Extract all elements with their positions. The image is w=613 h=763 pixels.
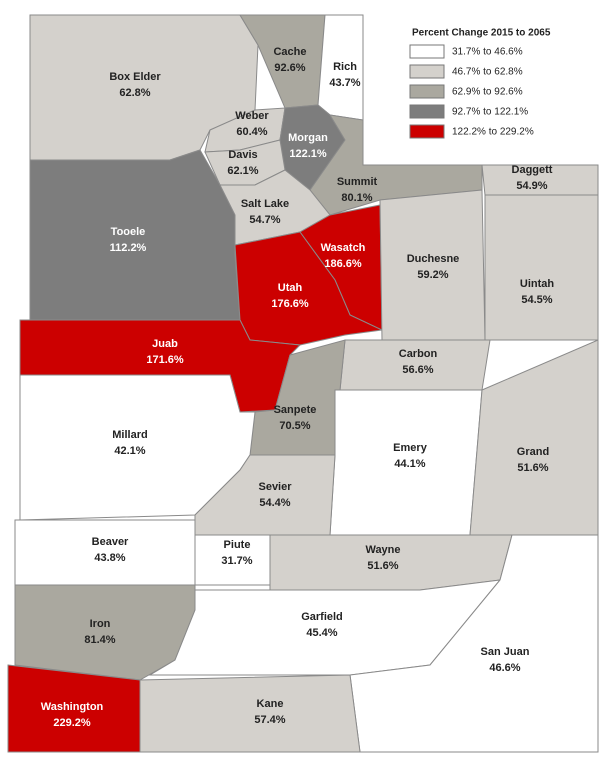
county-name: Summit	[337, 176, 378, 188]
county-value: 59.2%	[417, 269, 448, 281]
county-name: Cache	[273, 46, 306, 58]
legend-swatch	[409, 124, 445, 139]
county-value: 81.4%	[84, 634, 115, 646]
county-name: Box Elder	[109, 71, 161, 83]
county-name: Carbon	[399, 348, 438, 360]
county-value: 54.7%	[249, 214, 280, 226]
county-value: 54.4%	[259, 497, 290, 509]
county-value: 229.2%	[53, 717, 91, 729]
county-name: Piute	[224, 539, 251, 551]
county-value: 46.6%	[489, 662, 520, 674]
county-name: Kane	[257, 698, 284, 710]
county-value: 43.8%	[94, 552, 125, 564]
county-shape	[484, 194, 599, 341]
county-value: 176.6%	[271, 298, 309, 310]
county-name: Iron	[90, 618, 111, 630]
county-shape	[469, 339, 599, 536]
legend-label: 31.7% to 46.6%	[452, 47, 523, 58]
county-name: Sanpete	[274, 404, 317, 416]
county-name: Beaver	[92, 536, 129, 548]
county-value: 45.4%	[306, 627, 337, 639]
county-value: 54.9%	[516, 180, 547, 192]
county-name: San Juan	[481, 646, 530, 658]
county-name: Washington	[41, 701, 104, 713]
county-name: Millard	[112, 429, 147, 441]
legend-label: 92.7% to 122.1%	[452, 107, 528, 118]
county-name: Garfield	[301, 611, 343, 623]
county-name: Utah	[278, 282, 303, 294]
county-name: Wasatch	[321, 242, 366, 254]
county-name: Duchesne	[407, 253, 460, 265]
county-value: 51.6%	[367, 560, 398, 572]
county-value: 43.7%	[329, 77, 360, 89]
county-name: Uintah	[520, 278, 555, 290]
county-name: Tooele	[111, 226, 146, 238]
county-name: Morgan	[288, 132, 328, 144]
county-name: Davis	[228, 149, 257, 161]
county-value: 62.1%	[227, 165, 258, 177]
county-value: 62.8%	[119, 87, 150, 99]
legend-label: 46.7% to 62.8%	[452, 67, 523, 78]
legend-swatch	[409, 44, 445, 59]
legend-title: Percent Change 2015 to 2065	[412, 28, 551, 39]
county-value: 186.6%	[324, 258, 362, 270]
county-shape	[139, 674, 361, 753]
legend-swatch	[409, 64, 445, 79]
county-value: 56.6%	[402, 364, 433, 376]
county-value: 42.1%	[114, 445, 145, 457]
legend-label: 62.9% to 92.6%	[452, 87, 523, 98]
county-value: 112.2%	[110, 242, 147, 254]
county-name: Salt Lake	[241, 198, 289, 210]
county-name: Weber	[235, 110, 269, 122]
county-value: 31.7%	[221, 555, 252, 567]
county-name: Emery	[393, 442, 428, 454]
county-value: 51.6%	[517, 462, 548, 474]
county-value: 122.1%	[289, 148, 327, 160]
county-name: Wayne	[365, 544, 400, 556]
county-shape	[309, 114, 483, 216]
county-name: Rich	[333, 61, 357, 73]
county-name: Daggett	[512, 164, 553, 176]
county-name: Sevier	[258, 481, 292, 493]
legend-swatch	[409, 104, 445, 119]
county-value: 57.4%	[254, 714, 285, 726]
county-value: 60.4%	[236, 126, 267, 138]
county-value: 70.5%	[279, 420, 310, 432]
county-name: Juab	[152, 338, 178, 350]
county-value: 54.5%	[521, 294, 552, 306]
county-shape	[379, 189, 486, 341]
county-name: Grand	[517, 446, 549, 458]
county-value: 171.6%	[146, 354, 184, 366]
county-value: 92.6%	[274, 62, 305, 74]
legend-swatch	[409, 84, 445, 99]
county-value: 80.1%	[341, 192, 372, 204]
county-value: 44.1%	[394, 458, 425, 470]
legend-label: 122.2% to 229.2%	[452, 127, 534, 138]
